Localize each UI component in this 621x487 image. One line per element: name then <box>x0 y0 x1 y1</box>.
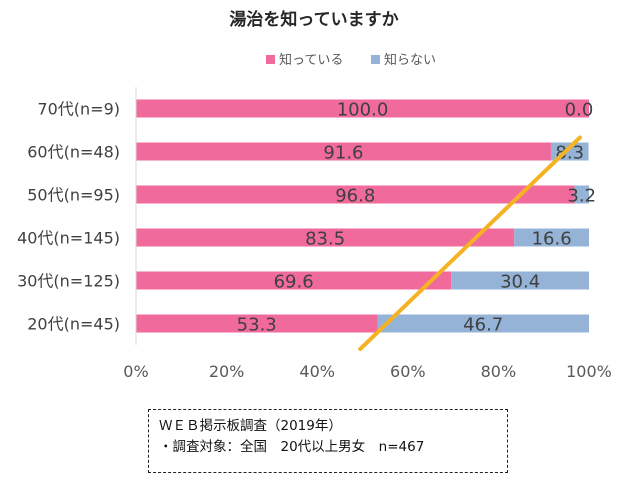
bar-segment <box>136 228 515 247</box>
bar-segment <box>514 228 589 247</box>
x-tick-label: 40% <box>299 362 335 381</box>
data-label: 8.3 <box>555 143 584 164</box>
data-label: 3.2 <box>567 186 596 207</box>
category-label: 20代(n=45) <box>27 315 120 334</box>
legend-swatch-1 <box>266 55 275 64</box>
x-tick-label: 20% <box>209 362 245 381</box>
category-labels: 70代(n=9) 60代(n=48) 50代(n=95) 40代(n=145) 30代(… <box>17 100 120 334</box>
data-label: 83.5 <box>305 229 345 250</box>
x-tick-label: 100% <box>566 362 612 381</box>
legend-label-2: 知らない <box>384 52 436 68</box>
data-label: 30.4 <box>500 272 540 293</box>
data-label: 91.6 <box>323 143 363 164</box>
trend-line <box>358 135 582 351</box>
bar-segment <box>451 271 589 290</box>
category-label: 60代(n=48) <box>27 143 120 162</box>
category-label: 70代(n=9) <box>37 100 120 119</box>
x-tick-label: 0% <box>123 362 148 381</box>
x-tick-label: 60% <box>390 362 426 381</box>
source-note-box: ＷＥＢ掲示板調査（2019年） ・調査対象：全国 20代以上男女 n=467 <box>148 409 508 473</box>
data-label: 96.8 <box>335 186 375 207</box>
x-axis-ticks: 0% 20% 40% 60% 80% 100% <box>123 362 612 381</box>
legend: 知っている 知らない <box>266 52 436 68</box>
bar-segment <box>377 314 589 333</box>
category-label: 40代(n=145) <box>17 229 120 248</box>
bar-segment <box>136 185 575 204</box>
data-label: 69.6 <box>274 272 314 293</box>
category-label: 50代(n=95) <box>27 186 120 205</box>
chart-title: 湯治を知っていますか <box>229 9 398 30</box>
legend-label-1: 知っている <box>279 52 343 68</box>
legend-swatch-2 <box>371 55 380 64</box>
data-label: 16.6 <box>532 229 572 250</box>
data-labels: 100.0 0.0 91.6 8.3 96.8 3.2 83.5 16.6 69.6 30.4 53… <box>237 100 596 336</box>
bar-segment <box>574 185 589 204</box>
data-label: 53.3 <box>237 315 277 336</box>
data-label: 100.0 <box>337 100 389 121</box>
annotation-layer <box>358 135 582 351</box>
bars <box>136 99 589 333</box>
x-tick-label: 80% <box>481 362 517 381</box>
data-label: 46.7 <box>463 315 503 336</box>
data-label: 0.0 <box>565 100 594 121</box>
category-label: 30代(n=125) <box>17 272 120 291</box>
source-note-line-1: ＷＥＢ掲示板調査（2019年） <box>159 418 342 434</box>
bar-segment <box>136 142 551 161</box>
bar-segment <box>136 99 589 118</box>
source-note-line-2: ・調査対象：全国 20代以上男女 n=467 <box>159 439 425 455</box>
bar-segment <box>136 271 452 290</box>
bar-segment <box>136 314 378 333</box>
